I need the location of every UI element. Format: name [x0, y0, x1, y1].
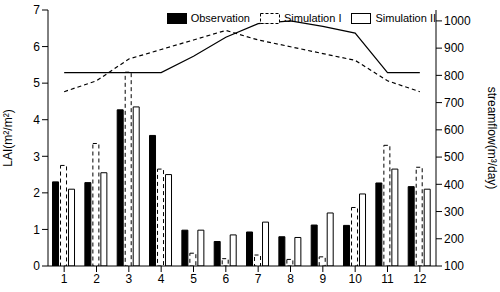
html-text:Simulation II: Simulation II — [375, 12, 436, 24]
svg-text:7: 7 — [33, 3, 40, 17]
svg-text:3: 3 — [125, 272, 132, 286]
svg-text:500: 500 — [444, 150, 464, 164]
svg-text:10: 10 — [348, 272, 362, 286]
svg-text:4: 4 — [158, 272, 165, 286]
svg-text:4: 4 — [33, 113, 40, 127]
svg-text:8: 8 — [287, 272, 294, 286]
svg-text:6: 6 — [33, 40, 40, 54]
svg-text:12: 12 — [413, 272, 427, 286]
svg-text:1: 1 — [33, 223, 40, 237]
svg-text:600: 600 — [444, 123, 464, 137]
svg-text:5: 5 — [190, 272, 197, 286]
svg-text:3: 3 — [33, 150, 40, 164]
svg-text:0: 0 — [33, 259, 40, 273]
svg-text:700: 700 — [444, 96, 464, 110]
html-text:Simulation I: Simulation I — [284, 12, 342, 24]
svg-text:2: 2 — [33, 186, 40, 200]
svg-text:11: 11 — [381, 272, 394, 286]
svg-text:2: 2 — [93, 272, 100, 286]
svg-text:streamflow(m³/day): streamflow(m³/day) — [485, 87, 492, 190]
svg-text:LAI(m²/m²): LAI(m²/m²) — [8, 109, 15, 166]
svg-text:6: 6 — [222, 272, 229, 286]
svg-text:300: 300 — [444, 205, 464, 219]
svg-text:9: 9 — [319, 272, 326, 286]
html-text:Observation: Observation — [190, 12, 250, 24]
svg-text:900: 900 — [444, 41, 464, 55]
svg-text:800: 800 — [444, 69, 464, 83]
svg-text:200: 200 — [444, 232, 464, 246]
svg-text:400: 400 — [444, 178, 464, 192]
svg-text:1000: 1000 — [444, 14, 471, 28]
svg-text:100: 100 — [444, 259, 464, 273]
svg-text:1: 1 — [61, 272, 68, 286]
svg-text:7: 7 — [255, 272, 262, 286]
svg-text:5: 5 — [33, 76, 40, 90]
